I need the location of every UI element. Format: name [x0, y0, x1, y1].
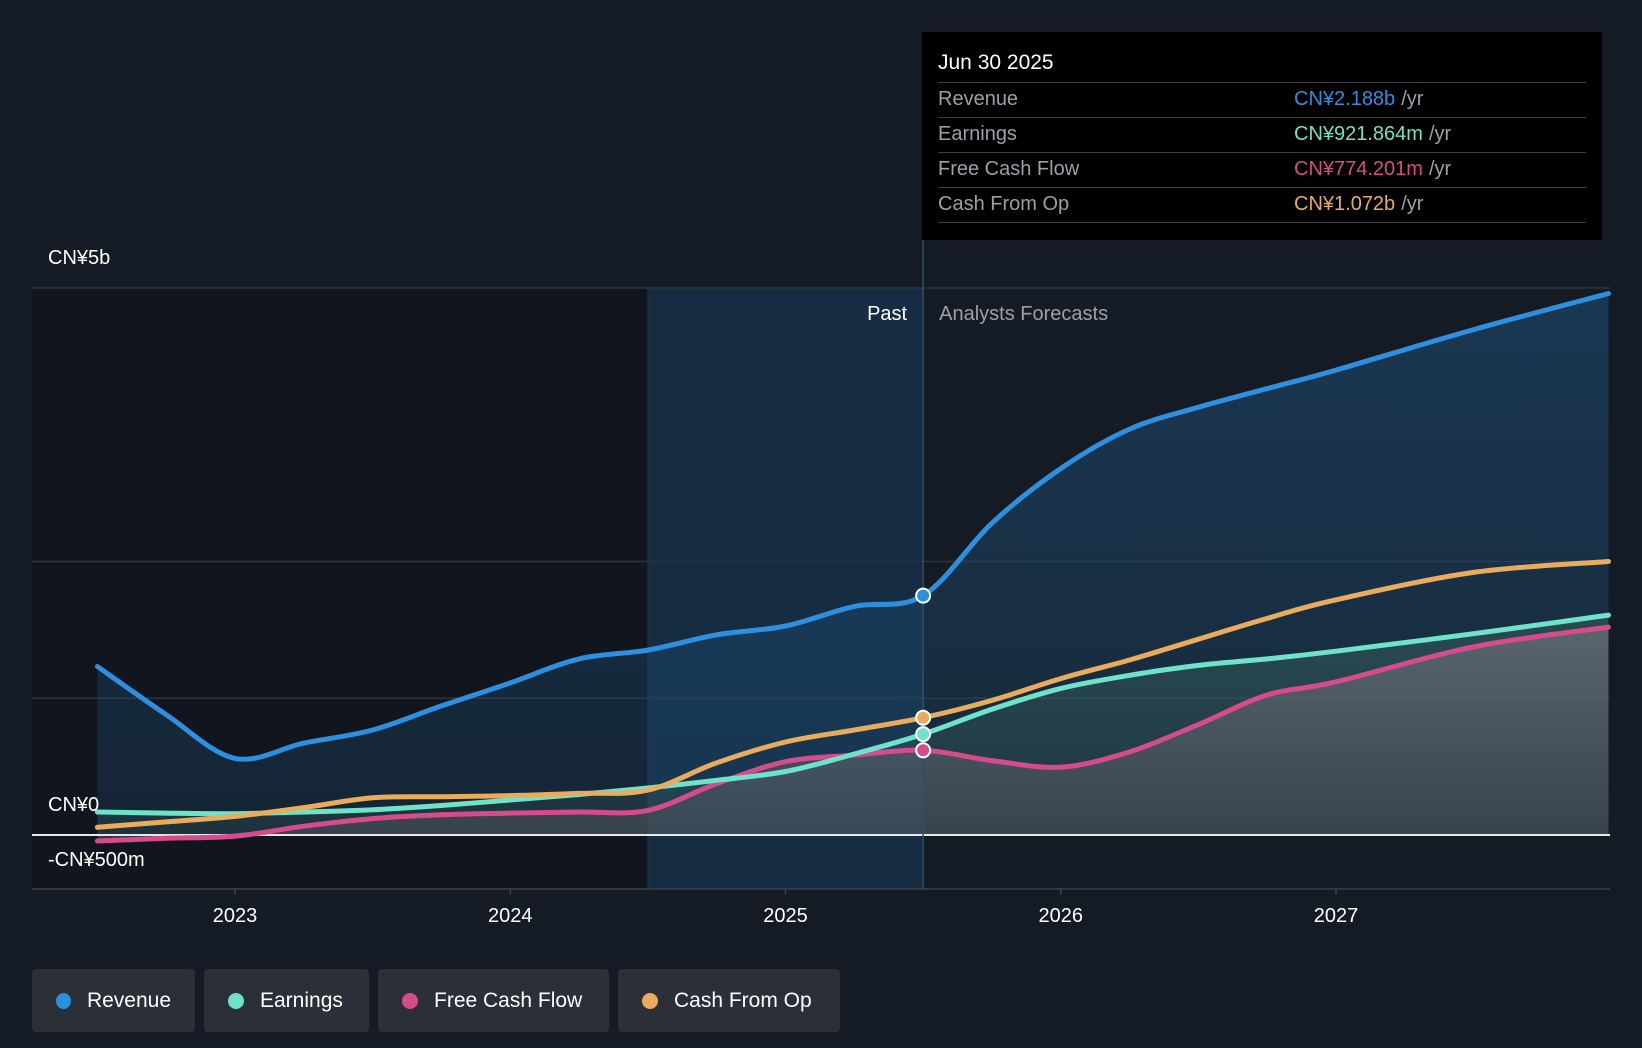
tooltip-date: Jun 30 2025 [938, 46, 1586, 83]
tooltip-label: Earnings [938, 123, 1017, 145]
line-free-cash-flow [94, 624, 1611, 844]
legend-label: Free Cash Flow [434, 988, 583, 1012]
x-axis-label: 2024 [488, 905, 533, 927]
forecast-label: Analysts Forecasts [939, 303, 1108, 325]
x-axis-label: 2027 [1314, 905, 1359, 927]
line-cash-from-op [94, 559, 1611, 830]
legend-label: Cash From Op [674, 988, 812, 1012]
tooltip-row-cash-from-op: Cash From Op CN¥1.072b /yr [938, 188, 1586, 223]
line-revenue [94, 291, 1611, 762]
legend-dot-icon [402, 992, 418, 1009]
tooltip-value: CN¥774.201m [1294, 158, 1423, 180]
x-axis-label: 2025 [763, 905, 808, 927]
tooltip-unit: /yr [1401, 88, 1424, 110]
legend-label: Earnings [260, 988, 343, 1012]
tooltip-row-revenue: Revenue CN¥2.188b /yr [938, 83, 1586, 118]
legend-item-revenue[interactable]: Revenue [32, 969, 195, 1032]
marker-revenue [915, 587, 932, 604]
tooltip-label: Revenue [938, 88, 1019, 110]
tooltip-row-free-cash-flow: Free Cash Flow CN¥774.201m /yr [938, 153, 1586, 188]
tooltip-value: CN¥2.188b [1294, 88, 1396, 110]
legend-dot-icon [642, 992, 658, 1009]
tooltip-unit: /yr [1428, 123, 1452, 145]
x-axis-label: 2026 [1039, 905, 1084, 927]
tooltip-label: Free Cash Flow [938, 158, 1080, 180]
tooltip-value: CN¥921.864m [1294, 123, 1423, 145]
marker-free-cash-flow [915, 742, 932, 759]
tooltip-unit: /yr [1428, 158, 1452, 180]
legend-label: Revenue [86, 988, 171, 1012]
past-label: Past [867, 303, 907, 325]
y-axis-label: -CN¥500m [48, 849, 145, 871]
legend-dot-icon [56, 992, 71, 1009]
legend-item-earnings[interactable]: Earnings [204, 969, 369, 1032]
y-axis-label: CN¥0 [48, 794, 99, 816]
marker-cash-from-op [915, 709, 932, 726]
tooltip-unit: /yr [1401, 193, 1424, 215]
tooltip-row-earnings: Earnings CN¥921.864m /yr [938, 118, 1586, 153]
marker-earnings [915, 726, 932, 743]
x-axis-label: 2023 [213, 905, 258, 927]
tooltip-value: CN¥1.072b [1294, 193, 1396, 215]
y-axis-label: CN¥5b [48, 247, 110, 269]
hover-tooltip: Jun 30 2025 Revenue CN¥2.188b /yr Earnin… [922, 32, 1602, 240]
legend-item-free-cash-flow[interactable]: Free Cash Flow [378, 969, 609, 1032]
legend-item-cash-from-op[interactable]: Cash From Op [618, 969, 840, 1032]
area-free-cash-flow [97, 627, 1609, 841]
chart-legend: Revenue Earnings Free Cash Flow Cash Fro… [32, 969, 840, 1032]
line-earnings [94, 612, 1611, 817]
legend-dot-icon [228, 992, 244, 1009]
tooltip-label: Cash From Op [938, 193, 1070, 215]
